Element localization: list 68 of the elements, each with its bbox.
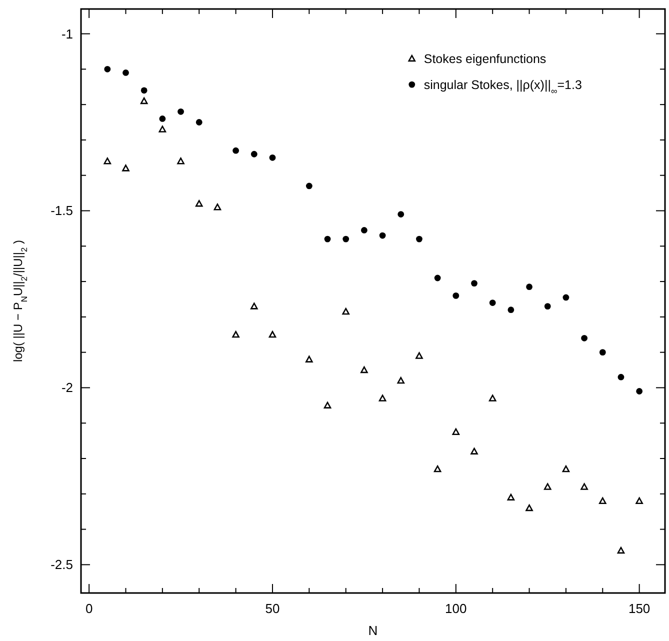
point <box>544 303 551 310</box>
point <box>397 376 405 384</box>
point <box>434 274 441 282</box>
point <box>580 483 588 490</box>
point <box>250 150 258 158</box>
x-axis-title: N <box>368 623 378 638</box>
point <box>306 182 312 190</box>
y-tick-label: -2 <box>61 380 73 396</box>
point <box>452 292 460 299</box>
point <box>489 300 496 306</box>
point <box>122 70 129 76</box>
point <box>360 227 368 234</box>
point <box>232 147 240 154</box>
point <box>178 108 184 115</box>
point <box>618 374 624 380</box>
point <box>360 366 368 374</box>
point <box>434 465 442 472</box>
point <box>159 116 166 122</box>
point <box>636 388 643 394</box>
point <box>562 465 570 472</box>
point <box>158 126 166 132</box>
point <box>342 236 350 242</box>
point <box>398 211 404 218</box>
y-tick-label: -1.5 <box>50 203 73 218</box>
point <box>470 448 478 454</box>
point <box>488 394 496 402</box>
point <box>471 280 478 287</box>
point <box>140 97 148 104</box>
point <box>140 87 148 94</box>
point <box>269 154 276 161</box>
point <box>268 330 276 338</box>
point <box>544 483 552 490</box>
point <box>526 504 533 512</box>
x-tick-label: 150 <box>628 601 650 616</box>
point <box>122 164 130 172</box>
point <box>195 200 203 207</box>
x-tick-label: 100 <box>445 601 467 616</box>
point <box>508 306 514 314</box>
x-tick-label: 50 <box>265 601 280 616</box>
point <box>342 308 350 315</box>
point <box>379 232 386 239</box>
point <box>636 497 643 504</box>
point <box>562 294 570 301</box>
point <box>416 352 423 359</box>
point <box>177 158 184 164</box>
point <box>104 158 112 164</box>
point <box>599 349 606 356</box>
point <box>196 119 202 126</box>
point <box>416 236 422 242</box>
point <box>526 284 532 290</box>
point <box>324 236 331 242</box>
y-tick-label: -2.5 <box>50 557 73 572</box>
x-tick-label: 0 <box>85 601 93 616</box>
point <box>214 204 222 210</box>
legend-label: Stokes eigenfunctions <box>424 52 546 66</box>
point <box>250 302 258 310</box>
y-tick-label: -1 <box>61 26 73 42</box>
point <box>507 494 515 500</box>
point <box>617 546 625 554</box>
point <box>104 66 111 72</box>
point <box>378 394 386 402</box>
point <box>324 402 332 408</box>
point <box>306 356 313 362</box>
legend-label: singular Stokes, ||ρ(x)||$_{∞}$=1.3 <box>424 78 582 96</box>
point <box>232 330 240 338</box>
point <box>581 334 588 342</box>
point <box>452 428 460 436</box>
point <box>598 497 606 504</box>
